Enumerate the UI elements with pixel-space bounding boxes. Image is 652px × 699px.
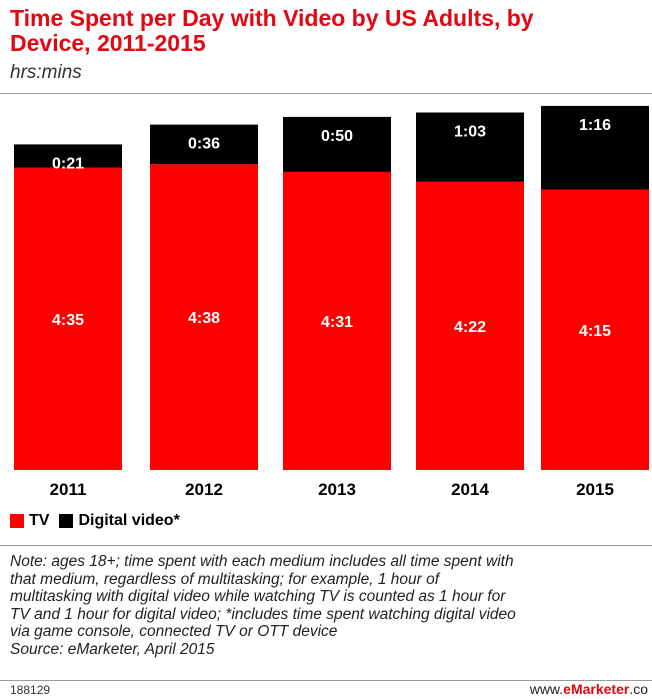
data-label-tv-2015: 4:15 (579, 323, 611, 340)
data-label-tv-2012: 4:38 (188, 310, 220, 327)
bar-segment-digital-video-2015 (541, 105, 649, 190)
brand-suffix: .co (629, 681, 648, 697)
bar-segment-tv-2014 (416, 181, 524, 471)
data-label-tv-2013: 4:31 (321, 314, 353, 331)
footnote-line: multitasking with digital video while wa… (10, 588, 506, 606)
chart-legend: TV Digital video* (10, 510, 190, 532)
legend-item-tv: TV (10, 512, 49, 530)
x-tick-label-2014: 2014 (451, 480, 489, 499)
brand-prefix: www. (529, 681, 564, 697)
data-label-digital-video-2011: 0:21 (52, 155, 84, 172)
chart-title-line-1: Time Spent per Day with Video by US Adul… (10, 5, 534, 31)
bar-segment-tv-2013 (283, 171, 391, 470)
data-label-tv-2011: 4:35 (52, 312, 84, 329)
brand-url: www.eMarketer.co (530, 681, 648, 697)
note-divider (0, 545, 652, 546)
bar-segment-digital-video-2012 (150, 124, 258, 165)
bar-segment-tv-2015 (541, 189, 649, 470)
legend-label-digital-video: Digital video* (78, 512, 180, 529)
bar-segment-digital-video-2014 (416, 112, 524, 182)
top-divider (0, 93, 652, 94)
bar-segment-tv-2012 (150, 164, 258, 470)
legend-label-tv: TV (29, 512, 50, 529)
data-label-digital-video-2013: 0:50 (321, 128, 353, 145)
x-tick-label-2013: 2013 (318, 480, 356, 499)
footnote-line: TV and 1 hour for digital video; *includ… (10, 605, 516, 623)
footnote: Note: ages 18+; time spent with each med… (10, 553, 650, 659)
data-label-digital-video-2015: 1:16 (579, 117, 611, 134)
x-tick-label-2012: 2012 (185, 480, 223, 499)
bar-segment-digital-video-2013 (283, 116, 391, 172)
legend-swatch-digital-video (59, 514, 74, 528)
chart-subtitle: hrs:mins (10, 62, 82, 83)
footnote-line: via game console, connected TV or OTT de… (10, 623, 338, 641)
footnote-line: that medium, regardless of multitasking;… (10, 570, 440, 588)
x-tick-label-2015: 2015 (576, 480, 614, 499)
data-label-digital-video-2012: 0:36 (188, 136, 220, 153)
bar-segment-digital-video-2011 (14, 144, 122, 168)
footnote-line: Note: ages 18+; time spent with each med… (10, 553, 514, 570)
data-label-digital-video-2014: 1:03 (454, 124, 486, 141)
brand-name: eMarketer (563, 681, 630, 697)
x-tick-label-2011: 2011 (50, 480, 87, 499)
legend-swatch-tv (10, 514, 24, 528)
footer-divider (0, 680, 652, 681)
chart-title-line-2: Device, 2011-2015 (10, 30, 206, 56)
source-line: Source: eMarketer, April 2015 (10, 640, 215, 658)
chart-title: Time Spent per Day with Video by US Adul… (10, 6, 640, 56)
stacked-bar-chart: 4:35 0:21 2011 4:38 0:36 2012 4:31 0:50 2013 4:22… (14, 105, 649, 499)
legend-item-digital-video: Digital video* (59, 512, 180, 530)
data-label-tv-2014: 4:22 (454, 319, 486, 336)
chart-id: 188129 (10, 683, 51, 697)
bar-segment-tv-2011 (14, 167, 122, 470)
